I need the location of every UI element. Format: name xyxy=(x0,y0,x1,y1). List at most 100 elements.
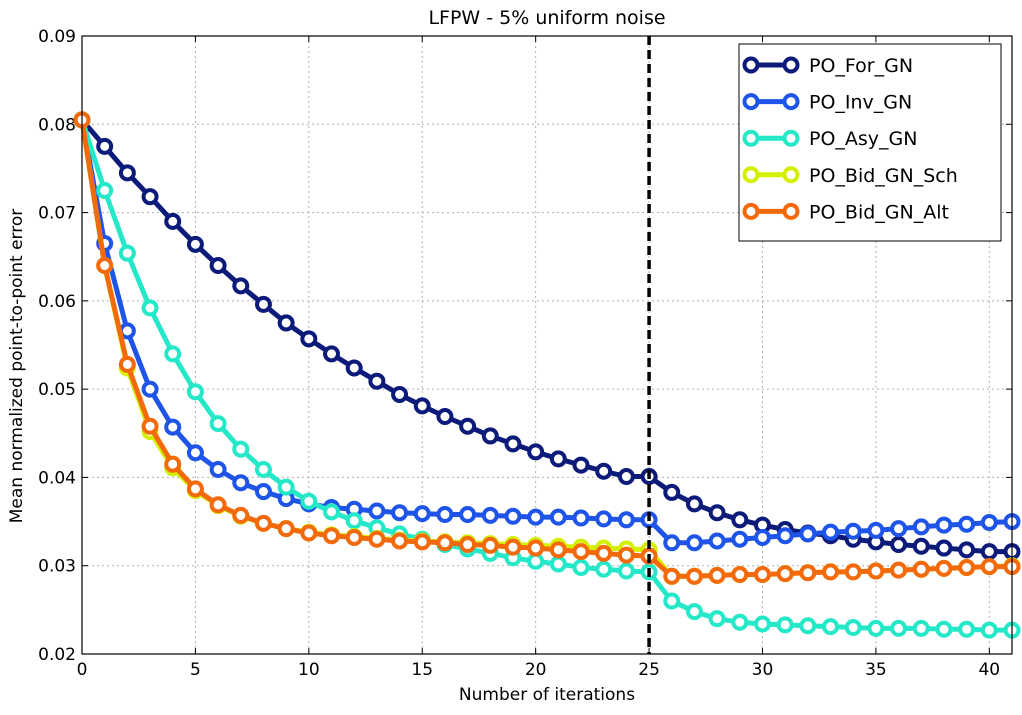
legend-marker xyxy=(742,166,760,184)
axis-ticks: 0 5 10 15 20 25 30 35 40 0.02 0.03 0.04 0.05 0.06 0.07… xyxy=(38,27,1012,680)
legend-label: PO_Bid_GN_Sch xyxy=(809,165,958,187)
data-point xyxy=(141,417,159,435)
data-point xyxy=(731,530,749,548)
data-point xyxy=(209,496,227,514)
data-point xyxy=(799,617,817,635)
data-point xyxy=(890,520,908,538)
data-point xyxy=(617,562,635,580)
data-point xyxy=(527,508,545,526)
data-point xyxy=(935,516,953,534)
data-point xyxy=(504,538,522,556)
data-point xyxy=(595,510,613,528)
data-point xyxy=(141,380,159,398)
data-point xyxy=(254,460,272,478)
data-point xyxy=(572,543,590,561)
data-point xyxy=(345,359,363,377)
x-tick-label: 10 xyxy=(298,660,320,680)
data-point xyxy=(141,299,159,317)
data-point xyxy=(822,563,840,581)
data-point xyxy=(776,616,794,634)
data-point xyxy=(391,385,409,403)
data-point xyxy=(572,509,590,527)
data-point xyxy=(368,372,386,390)
data-point xyxy=(663,483,681,501)
legend-marker xyxy=(782,166,800,184)
data-point xyxy=(935,559,953,577)
data-point xyxy=(708,532,726,550)
data-point xyxy=(277,520,295,538)
data-point xyxy=(481,536,499,554)
data-point xyxy=(890,561,908,579)
data-point xyxy=(935,620,953,638)
data-point xyxy=(663,592,681,610)
legend-entry: PO_Asy_GN xyxy=(742,128,918,150)
data-point xyxy=(164,455,182,473)
data-point xyxy=(413,397,431,415)
legend-marker xyxy=(742,93,760,111)
data-point xyxy=(617,468,635,486)
data-point xyxy=(980,621,998,639)
y-tick-label: 0.09 xyxy=(38,27,76,47)
data-point xyxy=(368,530,386,548)
legend-marker xyxy=(782,129,800,147)
data-point xyxy=(958,515,976,533)
data-point xyxy=(731,566,749,584)
data-point xyxy=(708,504,726,522)
data-point xyxy=(527,539,545,557)
data-point xyxy=(413,505,431,523)
data-point xyxy=(118,164,136,182)
data-point xyxy=(595,462,613,480)
data-point xyxy=(232,506,250,524)
data-point xyxy=(549,555,567,573)
data-point xyxy=(867,562,885,580)
data-point xyxy=(300,492,318,510)
data-point xyxy=(685,534,703,552)
data-point xyxy=(867,619,885,637)
data-point xyxy=(254,295,272,313)
data-point xyxy=(912,537,930,555)
data-point xyxy=(164,345,182,363)
data-point xyxy=(300,330,318,348)
data-point xyxy=(96,182,114,199)
legend-marker xyxy=(782,56,800,74)
data-point xyxy=(685,495,703,513)
data-point xyxy=(663,534,681,552)
data-point xyxy=(254,514,272,532)
data-point xyxy=(980,513,998,531)
data-point xyxy=(459,506,477,524)
data-point xyxy=(186,235,204,253)
data-point xyxy=(731,613,749,631)
data-point xyxy=(232,277,250,295)
legend-marker xyxy=(742,56,760,74)
data-point xyxy=(595,560,613,578)
data-point xyxy=(753,615,771,633)
data-point xyxy=(232,440,250,458)
y-tick-label: 0.08 xyxy=(38,115,76,135)
data-point xyxy=(731,511,749,529)
data-point xyxy=(776,527,794,545)
data-point xyxy=(436,534,454,552)
data-point xyxy=(912,518,930,536)
legend-entry: PO_Inv_GN xyxy=(742,92,912,114)
data-point xyxy=(254,483,272,501)
y-axis-label: Mean normalized point-to-point error xyxy=(7,209,27,524)
data-point xyxy=(912,619,930,637)
data-point xyxy=(186,383,204,401)
data-point xyxy=(844,619,862,637)
legend-label: PO_For_GN xyxy=(809,55,913,77)
data-point xyxy=(890,536,908,554)
data-point xyxy=(118,244,136,262)
data-point xyxy=(776,565,794,583)
data-point xyxy=(459,417,477,435)
y-tick-label: 0.04 xyxy=(38,468,76,488)
legend-entry: PO_Bid_GN_Sch xyxy=(742,165,958,187)
x-tick-label: 35 xyxy=(865,660,887,680)
plot-frame xyxy=(81,35,1013,655)
data-point xyxy=(209,257,227,275)
data-point xyxy=(391,532,409,550)
y-tick-label: 0.02 xyxy=(38,645,76,665)
data-point xyxy=(663,567,681,585)
data-point xyxy=(345,528,363,546)
data-point xyxy=(958,541,976,559)
